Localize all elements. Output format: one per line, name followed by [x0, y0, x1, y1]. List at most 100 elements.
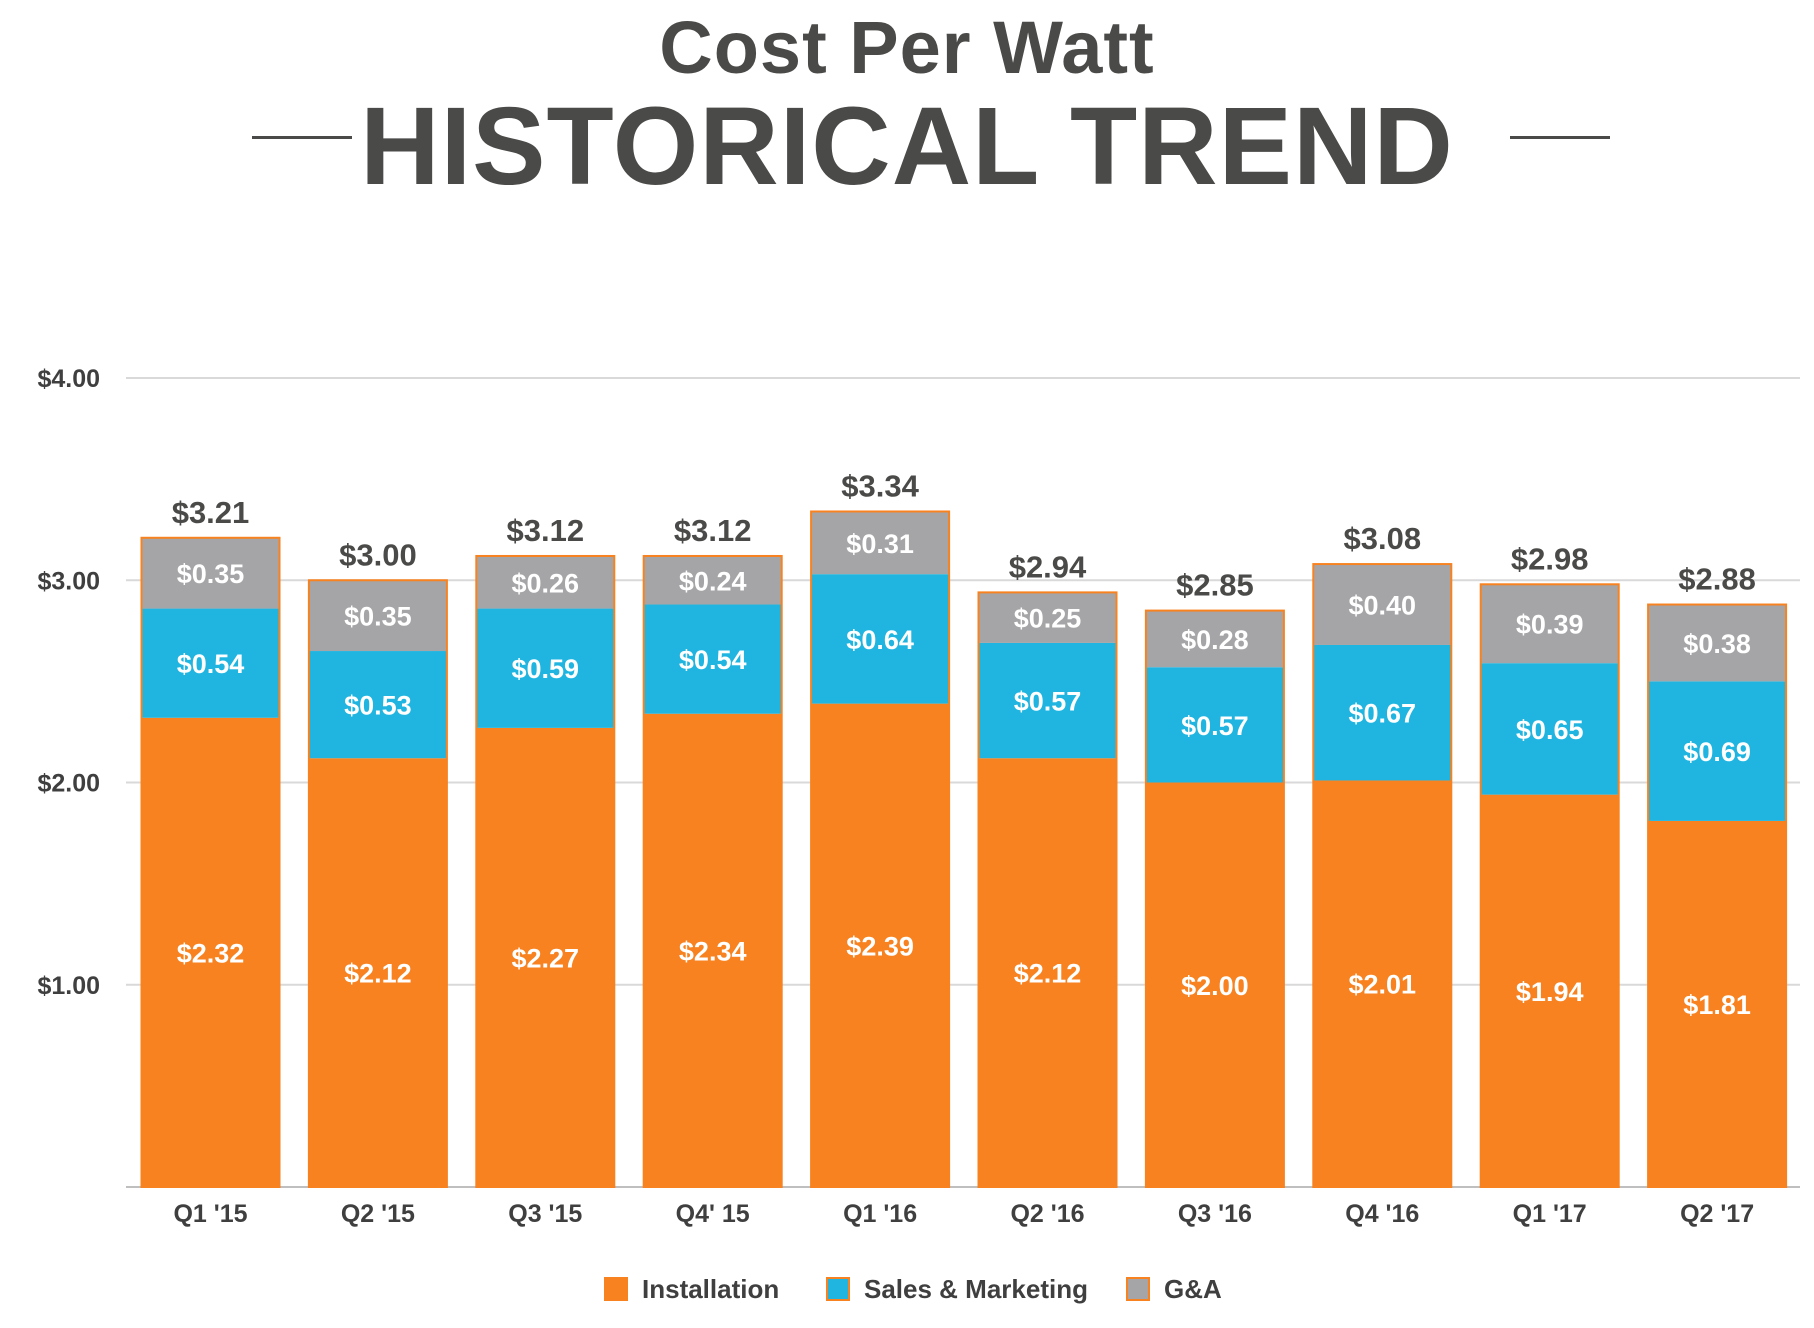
- data-label: $0.28: [1181, 625, 1249, 655]
- x-tick-label: Q4' 15: [676, 1200, 750, 1228]
- data-label: $0.54: [177, 649, 245, 679]
- total-label: $2.94: [1009, 549, 1087, 584]
- data-label: $2.12: [344, 959, 412, 989]
- bar-outline: [1479, 583, 1620, 1188]
- title-rule-right: [1510, 136, 1610, 139]
- title-line2: HISTORICAL TREND: [360, 85, 1454, 208]
- legend-label: G&A: [1164, 1274, 1222, 1304]
- y-tick-label: $2.00: [37, 770, 100, 798]
- bar-segment: [1648, 604, 1787, 682]
- data-label: $2.39: [846, 931, 914, 961]
- data-label: $0.59: [512, 654, 580, 684]
- bar-segment: [643, 713, 782, 1187]
- x-tick-label: Q4 '16: [1345, 1200, 1419, 1228]
- total-label: $3.08: [1344, 521, 1422, 556]
- bar-segment: [1480, 663, 1619, 795]
- x-tick-label: Q1 '17: [1513, 1200, 1587, 1228]
- bar-segment: [141, 537, 280, 609]
- data-label: $2.32: [177, 938, 245, 968]
- bar-segment: [811, 703, 950, 1187]
- data-label: $0.25: [1014, 604, 1082, 634]
- data-label: $2.01: [1349, 970, 1417, 1000]
- data-label: $0.35: [177, 559, 245, 589]
- data-label: $0.31: [846, 529, 914, 559]
- data-label: $0.35: [344, 602, 412, 632]
- bar-outline: [307, 579, 448, 1188]
- title-block: Cost Per Watt HISTORICAL TREND: [0, 0, 1814, 208]
- data-label: $0.38: [1683, 629, 1751, 659]
- data-label: $0.53: [344, 691, 412, 721]
- total-label: $3.00: [339, 537, 417, 572]
- bar-segment: [1648, 681, 1787, 821]
- data-label: $2.27: [512, 943, 580, 973]
- bar-outline: [1647, 603, 1788, 1188]
- bar-segment: [141, 717, 280, 1187]
- total-label: $2.88: [1678, 562, 1756, 597]
- bar-outline: [977, 591, 1118, 1188]
- bar-outline: [140, 536, 281, 1188]
- x-tick-label: Q1 '16: [843, 1200, 917, 1228]
- bar-segment: [643, 604, 782, 714]
- total-label: $2.85: [1176, 568, 1254, 603]
- data-label: $0.39: [1516, 610, 1584, 640]
- bar-segment: [978, 642, 1117, 759]
- data-label: $0.40: [1349, 591, 1417, 621]
- data-label: $0.69: [1683, 737, 1751, 767]
- x-tick-label: Q2 '16: [1010, 1200, 1084, 1228]
- x-tick-label: Q3 '15: [508, 1200, 582, 1228]
- y-tick-label: $4.00: [37, 365, 100, 393]
- bar-outline: [475, 554, 616, 1188]
- bar-outline: [1144, 609, 1285, 1188]
- bar-segment: [308, 758, 447, 1187]
- bar-segment: [1145, 610, 1284, 668]
- data-label: $0.26: [512, 568, 580, 598]
- data-label: $0.67: [1349, 699, 1417, 729]
- legend-swatch: [604, 1277, 628, 1301]
- x-tick-label: Q2 '15: [341, 1200, 415, 1228]
- data-label: $1.81: [1683, 990, 1751, 1020]
- bar-segment: [1313, 644, 1452, 781]
- x-tick-label: Q3 '16: [1178, 1200, 1252, 1228]
- data-label: $0.24: [679, 566, 747, 596]
- total-label: $3.12: [507, 513, 585, 548]
- bar-segment: [308, 580, 447, 652]
- bar-segment: [1145, 782, 1284, 1187]
- bar-outline: [810, 510, 951, 1188]
- data-label: $1.94: [1516, 977, 1584, 1007]
- total-label: $2.98: [1511, 541, 1589, 576]
- y-tick-label: $3.00: [37, 567, 100, 595]
- legend-label: Installation: [642, 1274, 779, 1304]
- legend-label: Sales & Marketing: [864, 1274, 1088, 1304]
- bar-segment: [811, 511, 950, 575]
- legend-swatch: [1126, 1277, 1150, 1301]
- bar-segment: [811, 574, 950, 704]
- x-tick-label: Q1 '15: [173, 1200, 247, 1228]
- data-label: $2.34: [679, 936, 747, 966]
- legend-swatch: [826, 1277, 850, 1301]
- bar-segment: [308, 651, 447, 759]
- data-label: $0.54: [679, 645, 747, 675]
- total-label: $3.34: [841, 468, 919, 503]
- bar-segment: [476, 555, 615, 609]
- data-label: $2.00: [1181, 971, 1249, 1001]
- x-tick-label: Q2 '17: [1680, 1200, 1754, 1228]
- bar-segment: [1480, 584, 1619, 664]
- total-label: $3.12: [674, 513, 752, 548]
- bar-segment: [476, 727, 615, 1187]
- data-label: $0.57: [1014, 687, 1082, 717]
- title-rule-left: [252, 136, 352, 139]
- data-label: $2.12: [1014, 959, 1082, 989]
- data-label: $0.65: [1516, 715, 1584, 745]
- bar-segment: [141, 608, 280, 718]
- bar-segment: [476, 608, 615, 728]
- data-label: $0.57: [1181, 711, 1249, 741]
- bar-outline: [642, 554, 783, 1188]
- bar-outline: [1312, 563, 1453, 1188]
- bar-segment: [1480, 794, 1619, 1187]
- title-line1: Cost Per Watt: [659, 6, 1155, 89]
- data-label: $0.64: [846, 625, 914, 655]
- bar-segment: [1313, 780, 1452, 1187]
- bar-segment: [1313, 564, 1452, 645]
- bar-segment: [643, 555, 782, 605]
